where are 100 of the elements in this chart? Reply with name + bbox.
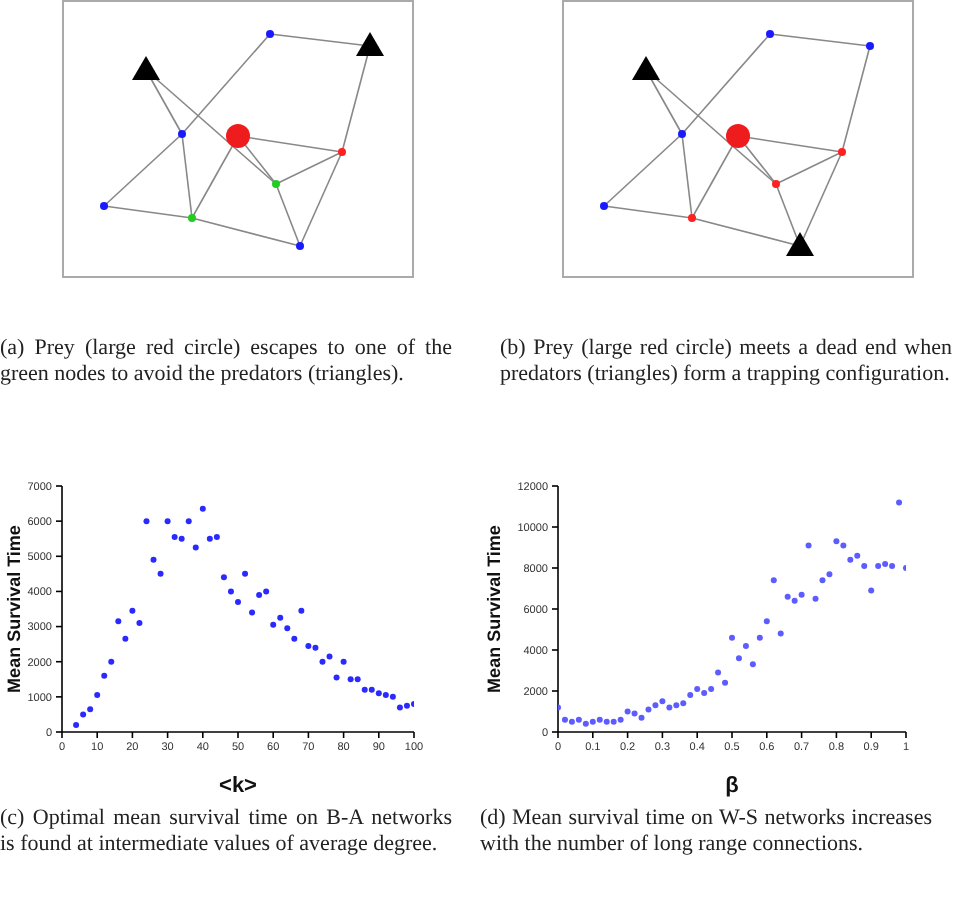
point xyxy=(192,544,199,551)
point xyxy=(784,593,791,600)
point xyxy=(227,588,234,595)
point xyxy=(763,618,770,625)
point xyxy=(73,721,80,728)
point xyxy=(582,720,589,727)
point xyxy=(396,704,403,711)
point xyxy=(666,704,673,711)
point xyxy=(847,556,854,563)
point xyxy=(833,538,840,545)
point xyxy=(603,718,610,725)
point xyxy=(868,587,875,594)
point xyxy=(729,634,735,641)
point xyxy=(770,577,777,584)
point xyxy=(840,542,847,549)
point xyxy=(206,535,213,542)
x-axis-title: β xyxy=(725,774,740,798)
point xyxy=(617,716,624,723)
point xyxy=(715,669,722,676)
point xyxy=(164,518,171,525)
point xyxy=(80,711,87,718)
point xyxy=(235,598,241,605)
point xyxy=(568,718,575,725)
point xyxy=(298,607,305,614)
point xyxy=(624,708,631,715)
point xyxy=(749,661,756,668)
point xyxy=(403,702,410,709)
point xyxy=(701,690,708,697)
point xyxy=(777,630,784,637)
point xyxy=(361,686,368,693)
point xyxy=(896,499,903,506)
point xyxy=(347,676,354,683)
point xyxy=(319,658,326,665)
point xyxy=(242,570,249,577)
point xyxy=(270,621,277,628)
point xyxy=(326,653,333,660)
point xyxy=(875,562,882,569)
point xyxy=(652,702,659,709)
point xyxy=(812,595,819,602)
point xyxy=(819,577,826,584)
point xyxy=(312,644,319,651)
point xyxy=(171,533,178,540)
point xyxy=(143,518,150,525)
point xyxy=(575,716,582,723)
point xyxy=(791,597,798,604)
text: (d) Mean survival time on W-S networks increases with the number of long range connections. xyxy=(480,806,932,858)
point xyxy=(589,718,596,725)
point xyxy=(150,556,157,563)
point xyxy=(854,552,861,559)
point xyxy=(631,710,638,717)
y-axis-title: Mean Survival Time xyxy=(484,525,504,693)
point xyxy=(213,533,220,540)
point xyxy=(340,658,347,665)
point xyxy=(805,542,812,549)
point xyxy=(861,562,868,569)
point xyxy=(889,562,896,569)
y-axis-title: Mean Survival Time xyxy=(4,525,24,693)
point xyxy=(136,620,143,627)
point xyxy=(722,679,729,686)
point xyxy=(798,591,805,598)
point xyxy=(178,535,185,542)
point xyxy=(826,571,833,578)
point xyxy=(742,642,749,649)
point xyxy=(368,686,375,693)
point xyxy=(108,658,115,665)
point xyxy=(882,560,889,567)
point xyxy=(756,634,763,641)
point xyxy=(101,672,108,679)
point xyxy=(561,716,568,723)
text: (c) Optimal mean survival time on B-A networks is found at intermediate values of average degree. xyxy=(0,806,452,858)
point xyxy=(115,618,122,625)
point xyxy=(220,574,227,581)
point xyxy=(389,693,396,700)
point xyxy=(673,702,680,709)
point xyxy=(129,607,136,614)
text: (a) Prey (large red circle) escapes to one of the green nodes to avoid the predators (triangles). xyxy=(0,336,452,388)
point xyxy=(157,570,164,577)
point xyxy=(645,706,652,713)
point xyxy=(694,685,701,692)
point xyxy=(305,642,312,649)
point xyxy=(87,706,94,713)
point xyxy=(199,505,206,512)
text: (b) Prey (large red circle) meets a dead end when predators (triangles) form a trapping configuration. xyxy=(500,336,952,388)
point xyxy=(249,609,256,616)
point xyxy=(596,716,603,723)
point xyxy=(735,655,742,662)
point xyxy=(687,692,694,699)
point xyxy=(284,625,291,632)
point xyxy=(263,588,270,595)
x-axis-title: <k> xyxy=(219,774,257,798)
point xyxy=(94,692,101,699)
point xyxy=(708,685,715,692)
point xyxy=(354,676,361,683)
point xyxy=(375,690,382,697)
point xyxy=(185,518,192,525)
point xyxy=(122,635,129,642)
point xyxy=(382,692,389,699)
point xyxy=(638,714,645,721)
point xyxy=(680,700,687,707)
point xyxy=(333,674,340,681)
